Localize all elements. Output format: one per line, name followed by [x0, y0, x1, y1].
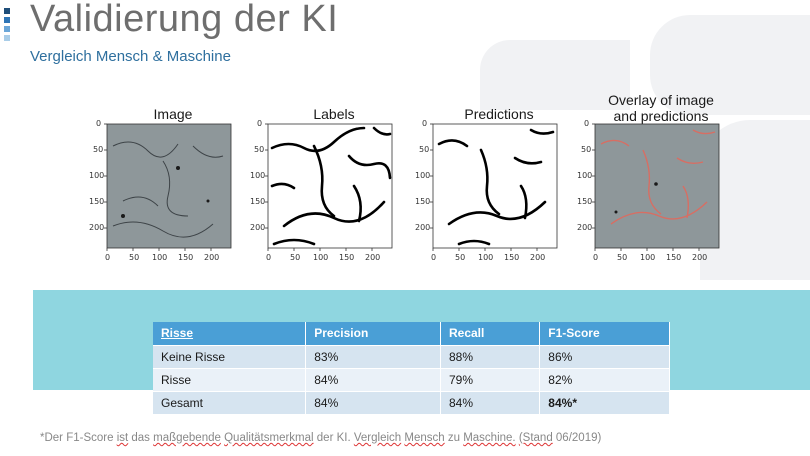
figure-predictions-plot — [430, 123, 558, 251]
x-tick-label: 100 — [313, 253, 329, 262]
background-shape — [480, 40, 630, 110]
footnote-text: Mensch — [404, 432, 445, 444]
y-tick-label: 150 — [415, 197, 431, 206]
table-cell: 79% — [440, 367, 541, 391]
background-shape — [650, 15, 810, 115]
table-cell: 84% — [305, 367, 441, 391]
y-tick-label: 100 — [415, 171, 431, 180]
footnote-text: ist — [116, 432, 129, 444]
y-tick-label: 150 — [89, 197, 105, 206]
figure-overlay-plot — [592, 123, 720, 251]
x-tick-label: 200 — [204, 253, 220, 262]
figure-title: Overlay of image and predictions — [608, 92, 714, 124]
figure-title: Predictions — [464, 106, 534, 122]
figure-image-plot — [104, 123, 232, 251]
table-row: Gesamt 84% 84% 84%* — [153, 390, 670, 414]
y-tick-label: 50 — [254, 145, 265, 154]
footnote-text: Maschine. — [463, 432, 516, 444]
footnote-text: (Stand — [518, 432, 553, 444]
x-tick-label: 200 — [692, 253, 708, 262]
x-tick-label: 0 — [593, 253, 599, 262]
y-tick-label: 0 — [257, 119, 263, 128]
metrics-table: Risse Precision Recall F1-Score Keine Ri… — [153, 322, 670, 414]
footnote-text: Vergleich — [353, 432, 402, 444]
x-tick-label: 100 — [640, 253, 656, 262]
y-tick-label: 100 — [250, 171, 266, 180]
x-tick-label: 50 — [129, 253, 140, 262]
figure-title: Image — [153, 106, 193, 122]
table-row: Risse 84% 79% 82% — [153, 367, 670, 391]
table-cell: 86% — [539, 344, 670, 368]
x-tick-label: 0 — [431, 253, 437, 262]
footnote-text: Qualitätsmerkmal — [224, 432, 314, 444]
footnote-text: zu — [444, 432, 464, 444]
footnote: *Der F1-Score ist das maßgebende Qualitä… — [40, 432, 601, 444]
y-tick-label: 200 — [89, 223, 105, 232]
footnote-text: 06/2019) — [552, 432, 602, 444]
x-tick-label: 0 — [266, 253, 272, 262]
y-tick-label: 0 — [584, 119, 590, 128]
x-tick-label: 50 — [290, 253, 301, 262]
footnote-text: *Der F1-Score — [40, 432, 117, 444]
y-tick-label: 200 — [250, 223, 266, 232]
table-cell: 83% — [305, 344, 441, 368]
x-tick-label: 0 — [105, 253, 111, 262]
table-cell: 84% — [440, 390, 541, 414]
logo-icon — [4, 8, 18, 44]
x-tick-label: 150 — [666, 253, 682, 262]
table-cell-highlight: 84%* — [539, 390, 670, 414]
table-row: Keine Risse 83% 88% 86% — [153, 344, 670, 368]
table-cell: 84% — [305, 390, 441, 414]
y-tick-label: 200 — [577, 223, 593, 232]
table-header-cell: Precision — [305, 322, 441, 345]
table-cell: Gesamt — [153, 390, 307, 414]
footnote-text: das — [128, 432, 154, 444]
x-tick-label: 200 — [530, 253, 546, 262]
slide-title: Validierung der KI — [30, 0, 339, 40]
footnote-text: der KI. — [313, 432, 354, 444]
y-tick-label: 150 — [250, 197, 266, 206]
y-tick-label: 200 — [415, 223, 431, 232]
table-header-cell: Recall — [440, 322, 541, 345]
y-tick-label: 100 — [89, 171, 105, 180]
y-tick-label: 50 — [419, 145, 430, 154]
x-tick-label: 200 — [365, 253, 381, 262]
table-header-cell: F1-Score — [539, 322, 670, 345]
x-tick-label: 100 — [152, 253, 168, 262]
table-cell: 88% — [440, 344, 541, 368]
x-tick-label: 50 — [617, 253, 628, 262]
table-cell: 82% — [539, 367, 670, 391]
table-cell: Risse — [153, 367, 307, 391]
x-tick-label: 100 — [478, 253, 494, 262]
table-cell: Keine Risse — [153, 344, 307, 368]
y-tick-label: 50 — [93, 145, 104, 154]
y-tick-label: 150 — [577, 197, 593, 206]
table-header-cell: Risse — [153, 322, 307, 345]
figure-labels-plot — [265, 123, 393, 251]
x-tick-label: 50 — [455, 253, 466, 262]
x-tick-label: 150 — [504, 253, 520, 262]
table-header-row: Risse Precision Recall F1-Score — [153, 322, 670, 345]
y-tick-label: 100 — [577, 171, 593, 180]
slide-subtitle: Vergleich Mensch & Maschine — [30, 48, 231, 65]
y-tick-label: 0 — [96, 119, 102, 128]
footnote-text: maßgebende — [153, 432, 221, 444]
figure-title: Labels — [313, 106, 355, 122]
x-tick-label: 150 — [178, 253, 194, 262]
x-tick-label: 150 — [339, 253, 355, 262]
y-tick-label: 50 — [581, 145, 592, 154]
y-tick-label: 0 — [422, 119, 428, 128]
